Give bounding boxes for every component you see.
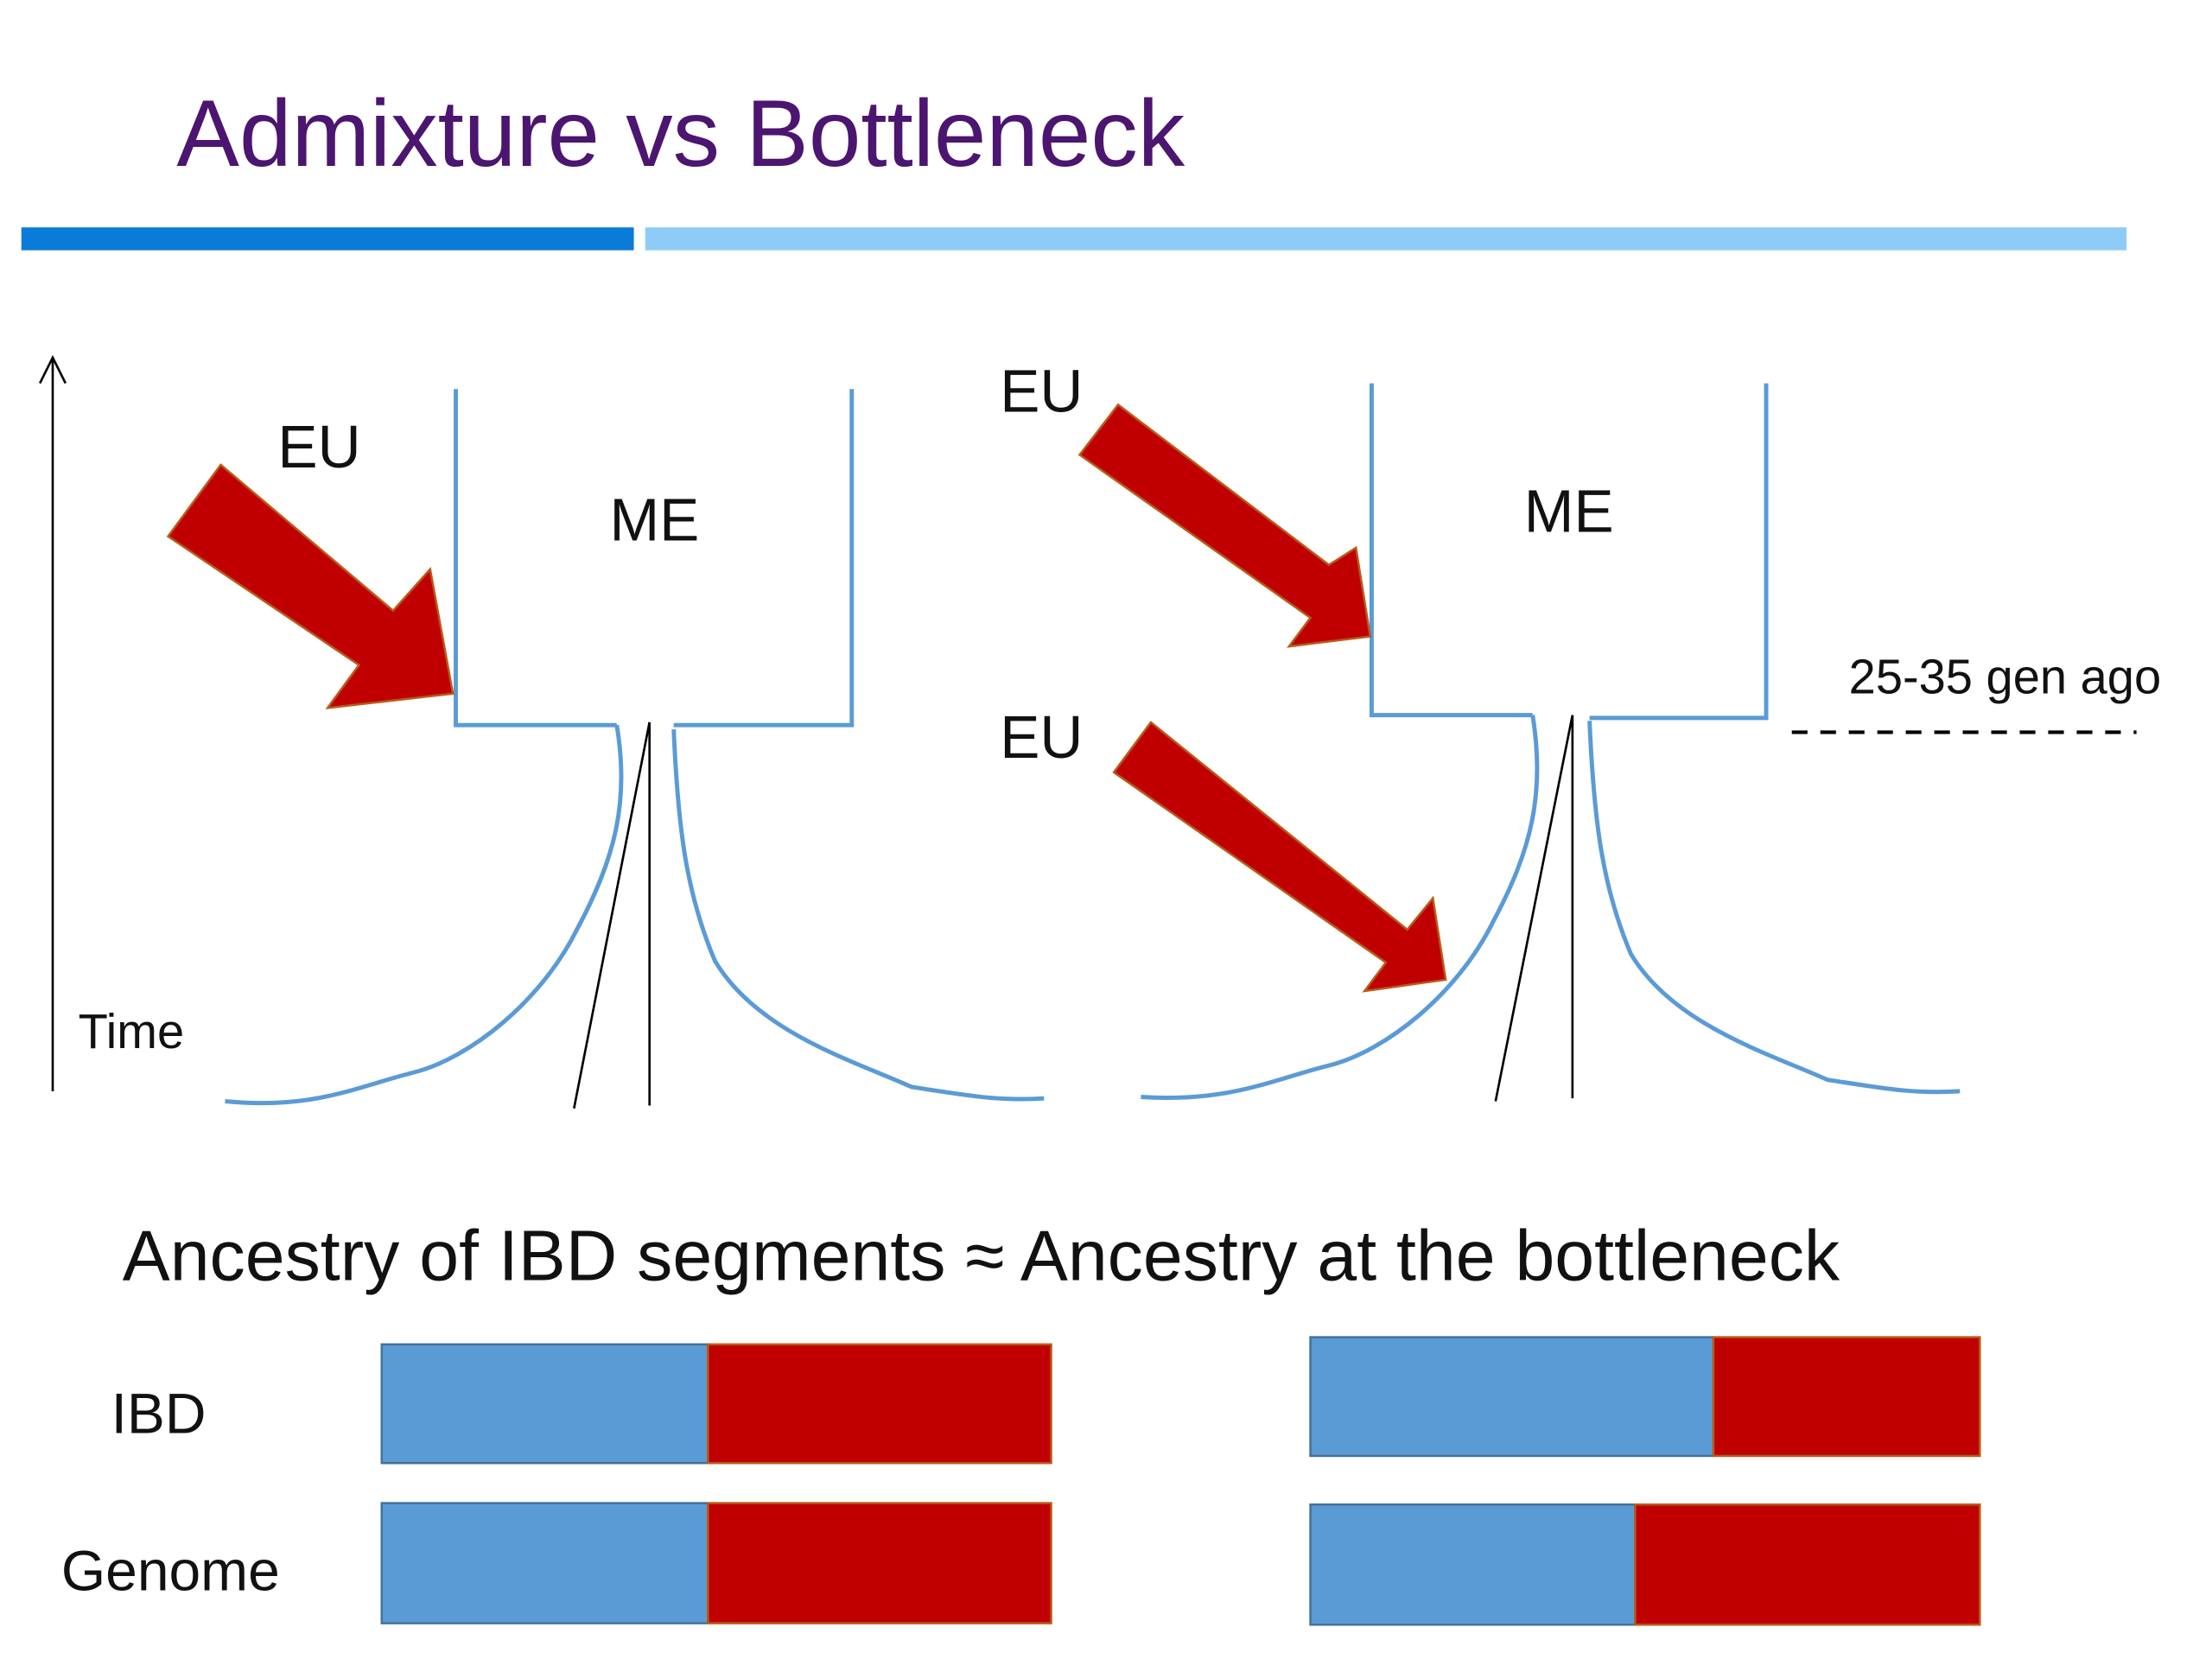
source-label: EU <box>1000 703 1083 771</box>
annotation: 25-35 gen ago <box>1849 650 2161 704</box>
population-outline <box>1141 715 1540 1101</box>
ancestry-bar <box>1309 1336 1715 1458</box>
population-outline <box>454 389 617 728</box>
admixture-arrow <box>1112 721 1447 993</box>
time-label: Time <box>79 1004 184 1058</box>
population-outline <box>671 729 1045 1102</box>
source-label: EU <box>1000 358 1083 425</box>
population-outline <box>673 389 855 728</box>
time-axis-head <box>38 354 67 385</box>
header-rule <box>21 227 634 251</box>
ancestry-bar <box>380 1502 709 1624</box>
admixture-arrow <box>1077 403 1372 648</box>
population-outline <box>1369 383 1533 718</box>
population-outline <box>1587 721 1961 1095</box>
lineage <box>1494 715 1574 1102</box>
row-label: Genome <box>61 1539 280 1603</box>
ancestry-bar <box>380 1343 709 1465</box>
ancestry-bar <box>1712 1336 1981 1458</box>
admixture-arrow <box>166 463 454 709</box>
ancestry-bar <box>1309 1503 1637 1626</box>
target-label: ME <box>610 486 700 554</box>
lineage <box>573 721 651 1109</box>
row-label: IBD <box>111 1382 207 1446</box>
header-rule <box>645 227 2127 251</box>
slide-title: Admixture vs Bottleneck <box>176 81 1185 187</box>
source-label: EU <box>277 413 360 480</box>
ancestry-bar <box>707 1502 1052 1624</box>
statement: Ancestry of IBD segments ≈ Ancestry at t… <box>123 1215 1840 1295</box>
target-label: ME <box>1524 478 1614 545</box>
ancestry-bar <box>1634 1503 1981 1626</box>
population-outline <box>225 724 624 1106</box>
ancestry-bar <box>707 1343 1052 1465</box>
population-outline <box>1589 383 1769 721</box>
